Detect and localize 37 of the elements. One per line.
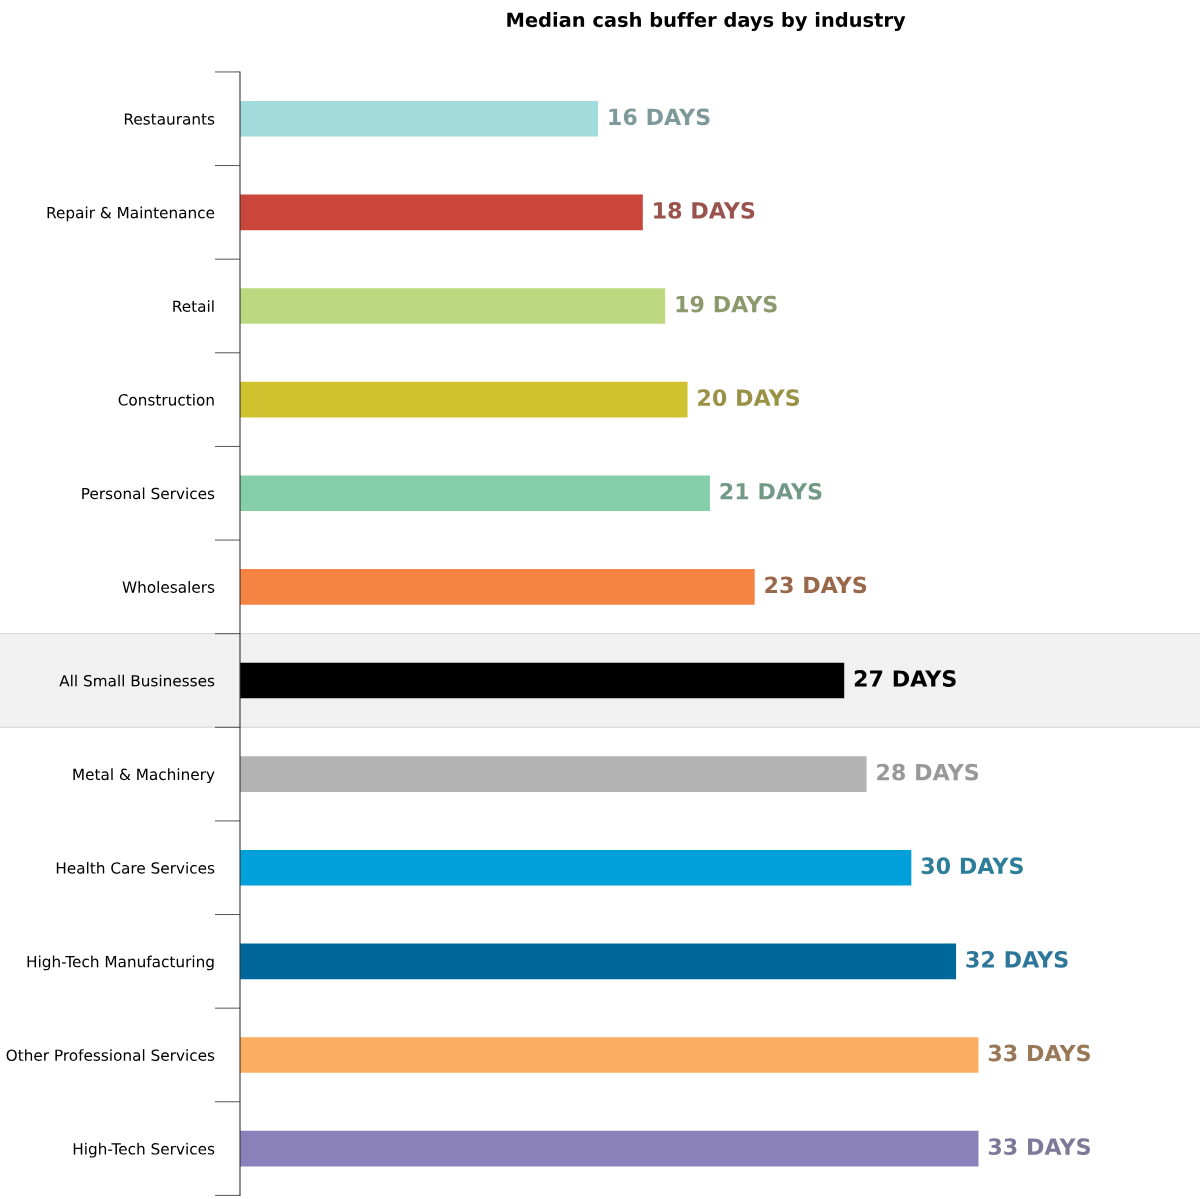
data-label: 16 DAYS [609, 108, 710, 126]
y-tick-label: High-Tech Manufacturing [27, 955, 214, 971]
bar [240, 943, 957, 980]
bar [240, 1037, 979, 1073]
data-label: 27 DAYS [854, 670, 956, 687]
bar [240, 194, 643, 231]
y-tick-label: Construction [118, 393, 214, 406]
data-label: 28 DAYS [877, 763, 979, 781]
y-tick-label: Other Professional Services [6, 1049, 215, 1061]
bar [240, 1130, 979, 1167]
y-tick-label: High-Tech Services [73, 1142, 215, 1158]
y-tick-label: Personal Services [82, 487, 215, 500]
chart-title: Median cash buffer days by industry [507, 12, 906, 32]
data-label: 33 DAYS [988, 1044, 1090, 1062]
data-label: 32 DAYS [966, 950, 1068, 968]
data-label: 21 DAYS [720, 482, 822, 500]
bar [240, 288, 666, 324]
y-tick-label: Health Care Services [56, 861, 215, 874]
bar [240, 662, 845, 699]
data-label: 33 DAYS [988, 1138, 1090, 1156]
y-tick-label: Wholesalers [122, 581, 215, 593]
bar [240, 381, 688, 418]
data-label: 30 DAYS [921, 857, 1023, 875]
data-label: 20 DAYS [698, 389, 800, 407]
y-tick-label: Repair & Maintenance [47, 206, 215, 222]
y-tick-label: Retail [173, 300, 214, 313]
bar [240, 849, 912, 886]
bar [240, 100, 599, 137]
data-label: 18 DAYS [654, 202, 755, 219]
y-tick-label: Restaurants [124, 113, 215, 125]
bar [240, 569, 755, 605]
data-label: 19 DAYS [676, 295, 777, 313]
y-tick-label: Metal & Machinery [73, 768, 215, 784]
data-label: 23 DAYS [765, 576, 867, 594]
y-tick-label: All Small Businesses [59, 674, 215, 687]
bar [240, 756, 867, 792]
bar [240, 475, 710, 512]
